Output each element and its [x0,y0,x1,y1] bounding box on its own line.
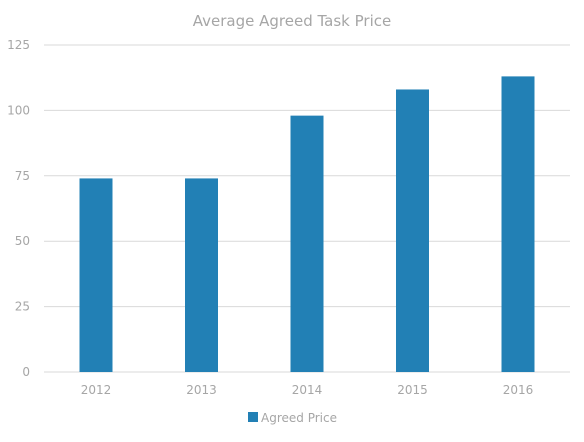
bar-2012[interactable] [79,178,113,372]
bars [79,76,535,373]
y-tick-label-100: 100 [7,103,30,117]
y-tick-label-0: 0 [22,365,30,379]
chart-title: Average Agreed Task Price [193,12,391,30]
x-tick-label-2013: 2013 [186,383,217,397]
y-tick-label-50: 50 [15,234,30,248]
x-tick-label-2016: 2016 [503,383,534,397]
bar-2016[interactable] [501,76,535,372]
y-tick-label-75: 75 [15,169,30,183]
legend-swatch-agreed-price [248,412,258,422]
x-axis-ticks: 2012 2013 2014 2015 2016 [81,383,534,397]
x-tick-label-2014: 2014 [292,383,323,397]
bar-2015[interactable] [396,89,429,373]
x-tick-label-2015: 2015 [397,383,428,397]
y-axis-ticks: 0 25 50 75 100 125 [7,38,30,379]
legend-label-agreed-price: Agreed Price [261,411,337,425]
bar-2013[interactable] [185,178,218,372]
x-tick-label-2012: 2012 [81,383,112,397]
legend[interactable]: Agreed Price [248,411,337,425]
y-tick-label-125: 125 [7,38,30,52]
bar-2014[interactable] [290,115,324,372]
y-tick-label-25: 25 [15,300,30,314]
